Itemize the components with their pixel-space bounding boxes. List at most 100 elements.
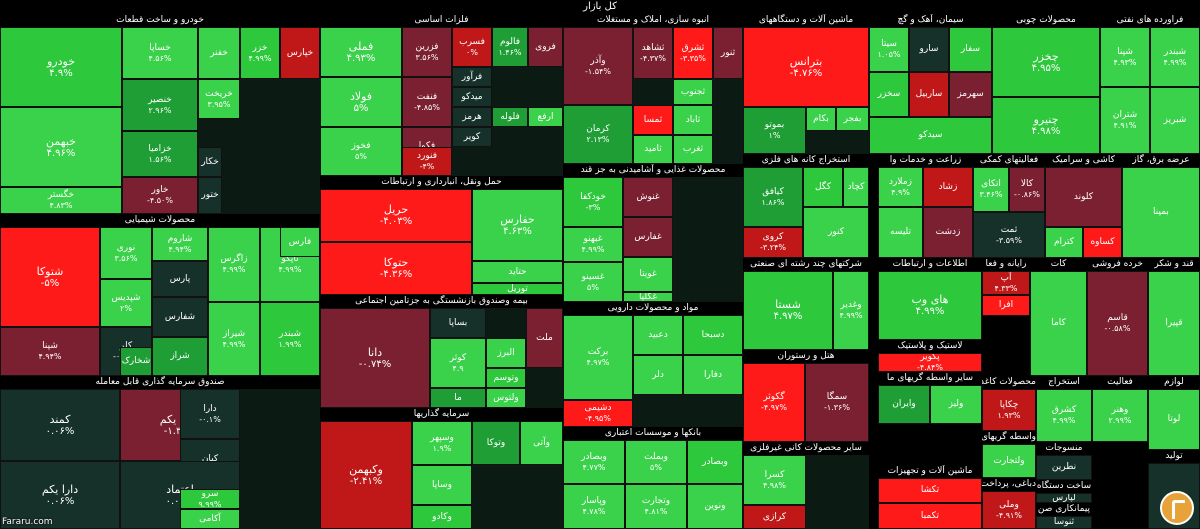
treemap-tile[interactable]: ولتجارت <box>982 444 1036 478</box>
treemap-tile[interactable]: گکوثر -۴.۹۷% <box>743 363 805 442</box>
treemap-tile[interactable]: خودرو ۴.۹% <box>0 27 122 107</box>
treemap-tile[interactable]: وبملت ۵% <box>625 440 687 484</box>
treemap-tile[interactable]: فسرب ۰% <box>452 27 492 67</box>
treemap-tile[interactable]: کگل <box>803 167 843 207</box>
treemap-tile[interactable]: فملی ۴.۹۳% <box>320 27 402 77</box>
treemap-tile[interactable]: وتوکا <box>472 421 520 465</box>
treemap-tile[interactable]: نوری ۳.۵۶% <box>100 227 152 279</box>
treemap-tile[interactable]: لپارس <box>1036 493 1092 503</box>
treemap-tile[interactable]: قپیرا <box>1148 271 1200 376</box>
treemap-tile[interactable]: فارس <box>280 227 320 257</box>
treemap-tile[interactable]: خفنر <box>198 27 240 79</box>
treemap-tile[interactable]: خکار <box>198 147 222 177</box>
treemap-tile[interactable]: وغدیر ۴.۹۹% <box>833 271 869 350</box>
treemap-tile[interactable]: کمند ۰.۰۶% <box>0 389 120 461</box>
treemap-tile[interactable]: شفارس <box>152 297 208 337</box>
treemap-tile[interactable]: دارا یکم ۰.۰۶% <box>0 461 120 529</box>
treemap-tile[interactable]: دارا -۰.۱% <box>180 389 240 439</box>
treemap-tile[interactable]: ثشرق -۳.۳۵% <box>673 27 713 79</box>
treemap-tile[interactable]: سخزر <box>869 72 909 117</box>
treemap-tile[interactable]: تکشا <box>878 478 982 503</box>
treemap-tile[interactable]: خساپا ۴.۵۶% <box>122 27 198 79</box>
treemap-tile[interactable]: وتجارت ۴.۸۱% <box>625 484 687 529</box>
treemap-tile[interactable]: غفارس <box>623 217 673 257</box>
treemap-tile[interactable]: فلوله <box>492 107 528 127</box>
treemap-tile[interactable]: شبندر ۴.۹۹% <box>1150 27 1200 87</box>
treemap-tile[interactable]: کترام <box>1045 227 1083 258</box>
treemap-tile[interactable]: ولیز <box>930 385 982 424</box>
treemap-tile[interactable]: تکمبا <box>878 503 982 529</box>
treemap-tile[interactable]: سیتا ۱.۰۵% <box>869 27 909 72</box>
treemap-tile[interactable]: آکامی <box>180 509 240 529</box>
treemap-tile[interactable]: بترانس -۴.۷۶% <box>743 27 869 107</box>
treemap-tile[interactable]: کساوه <box>1083 227 1122 258</box>
treemap-tile[interactable]: وایران <box>878 385 930 424</box>
treemap-tile[interactable]: شراز <box>152 337 208 376</box>
treemap-tile[interactable]: ونوین <box>687 484 743 529</box>
treemap-tile[interactable]: ما <box>430 388 486 408</box>
treemap-tile[interactable]: وتوسم <box>486 368 526 388</box>
treemap-tile[interactable]: کوثر ۴.۹ <box>430 338 486 388</box>
treemap-tile[interactable]: غویتا <box>623 257 673 292</box>
treemap-tile[interactable]: فنفت -۴.۸۵% <box>402 77 452 127</box>
treemap-tile[interactable]: پارس <box>152 261 208 297</box>
treemap-tile[interactable]: لوتا <box>1148 389 1200 450</box>
treemap-tile[interactable]: ارفع <box>528 107 563 127</box>
treemap-tile[interactable]: شخارک <box>120 347 152 376</box>
treemap-tile[interactable]: دشیمی -۴.۹۵% <box>563 400 633 427</box>
treemap-tile[interactable]: کلوند <box>1045 167 1122 227</box>
treemap-tile[interactable]: کویر <box>452 127 492 147</box>
treemap-tile[interactable]: میدکو <box>452 87 492 107</box>
treemap-tile[interactable]: بموتو ۱% <box>743 107 806 154</box>
treemap-tile[interactable]: فزرین ۳.۵۶% <box>402 27 452 77</box>
treemap-tile[interactable]: سارو <box>909 27 949 72</box>
treemap-tile[interactable]: وهنر ۲.۹۹% <box>1092 389 1148 442</box>
treemap-tile[interactable]: غبهنو ۴.۹۹% <box>563 227 623 262</box>
treemap-tile[interactable]: ثجنوب <box>673 79 713 105</box>
treemap-tile[interactable]: سمگا -۱.۳۶% <box>805 363 869 442</box>
treemap-tile[interactable]: وساپا <box>412 465 472 505</box>
treemap-tile[interactable]: ثنوسا <box>1036 516 1092 529</box>
treemap-tile[interactable]: هرمز <box>452 107 492 127</box>
treemap-tile[interactable]: تلیسه <box>878 207 923 258</box>
treemap-tile[interactable]: وآذر -۱.۵۴% <box>563 27 633 105</box>
treemap-tile[interactable]: شاروم ۴.۹۴% <box>152 227 208 261</box>
treemap-tile[interactable]: خگستر ۴.۸۳% <box>0 187 122 214</box>
treemap-tile[interactable]: شیراز ۴.۹۹% <box>208 302 260 376</box>
treemap-tile[interactable]: شبندر ۱.۹۹% <box>260 302 320 376</box>
treemap-tile[interactable]: شستا ۴.۹۷% <box>743 271 833 350</box>
treemap-tile[interactable]: زشاد <box>923 167 973 207</box>
treemap-tile[interactable]: خنصیر ۲.۹۶% <box>122 79 198 131</box>
treemap-tile[interactable]: شتوکا -۵% <box>0 227 100 327</box>
treemap-tile[interactable]: وآتی <box>520 421 563 465</box>
treemap-tile[interactable]: ثشاهد -۴.۳۷% <box>633 27 673 79</box>
treemap-tile[interactable]: سفار <box>949 27 992 72</box>
treemap-tile[interactable]: خودکفا -۳% <box>563 177 623 227</box>
treemap-tile[interactable]: دفارا <box>683 355 743 395</box>
treemap-tile[interactable]: اتکای ۳.۴۶% <box>973 167 1009 212</box>
treemap-tile[interactable]: کنور <box>803 207 869 258</box>
treemap-tile[interactable]: ساربیل <box>909 72 949 117</box>
treemap-tile[interactable]: خپارس <box>280 27 320 79</box>
treemap-tile[interactable]: کشرق ۴.۹۹% <box>1036 389 1092 442</box>
treemap-tile[interactable]: شپنا ۴.۹۳% <box>1100 27 1150 87</box>
treemap-tile[interactable]: ملت <box>526 308 563 368</box>
treemap-tile[interactable]: دعبید <box>633 315 683 355</box>
treemap-tile[interactable]: پکویر -۴.۸۴% <box>878 353 982 372</box>
treemap-tile[interactable]: شپدیس ۲% <box>100 279 152 327</box>
treemap-tile[interactable]: زدشت <box>923 207 973 258</box>
treemap-tile[interactable]: ثامید <box>633 135 673 164</box>
treemap-tile[interactable]: البرز <box>486 338 526 368</box>
treemap-tile[interactable]: نطرین <box>1036 455 1092 480</box>
treemap-tile[interactable]: وسپهر ۱.۹% <box>412 421 472 465</box>
treemap-tile[interactable]: سهرمز <box>949 72 992 117</box>
treemap-tile[interactable]: چنیرو ۴.۹۸% <box>992 97 1100 154</box>
treemap-tile[interactable]: کاما <box>1030 271 1087 376</box>
treemap-tile[interactable]: فالوم ۱.۴۶% <box>492 27 528 67</box>
treemap-tile[interactable]: بساپا <box>430 308 486 338</box>
treemap-tile[interactable]: کالا -۰.۸۶% <box>1009 167 1045 212</box>
treemap-tile[interactable]: فولاد ۵% <box>320 77 402 127</box>
treemap-tile[interactable]: بکام <box>806 107 836 131</box>
treemap-tile[interactable]: ثغرب <box>673 135 713 164</box>
treemap-tile[interactable]: فرآور <box>452 67 492 87</box>
